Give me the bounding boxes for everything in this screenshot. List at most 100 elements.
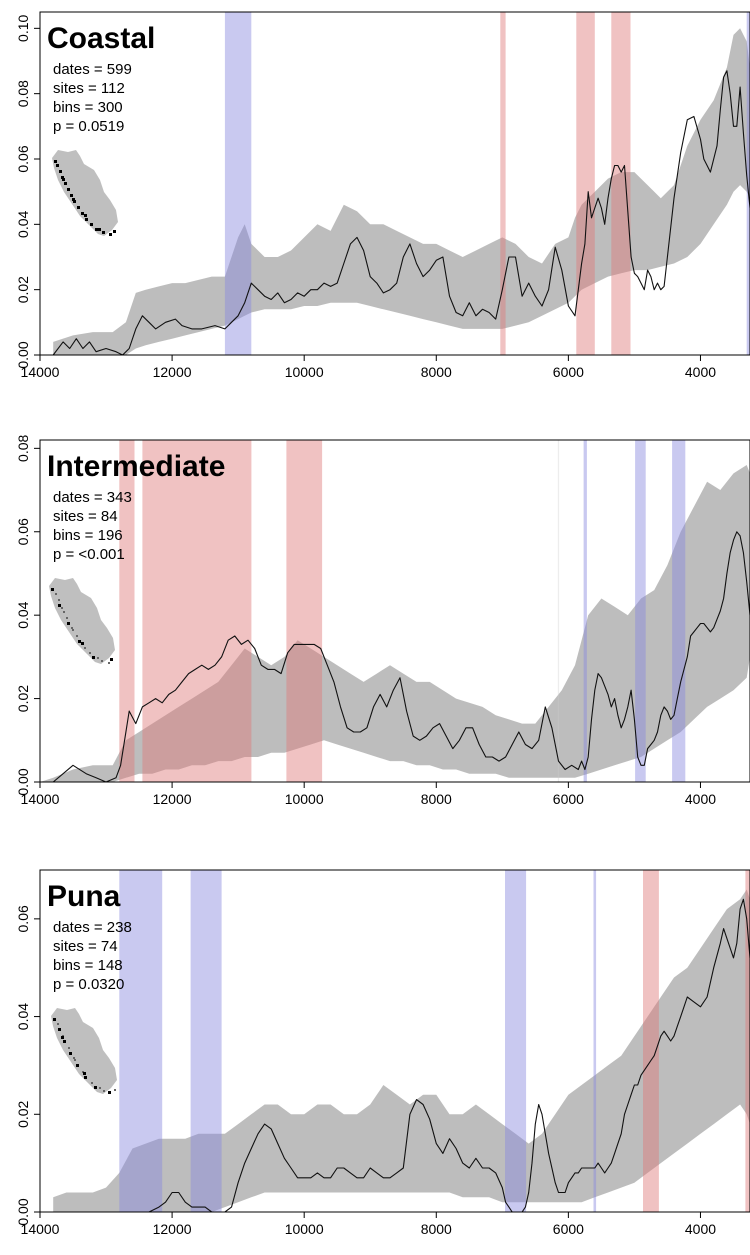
spd-series-line [52,70,750,355]
site-marker [73,200,76,203]
positive-deviation-band [745,870,750,1212]
positive-deviation-band [611,12,631,355]
negative-deviation-band [746,12,750,355]
site-marker [91,1082,93,1084]
stats-annotation: bins = 300 [53,99,123,116]
site-marker [84,214,87,217]
null-model-envelope [53,28,750,355]
site-marker [109,233,112,236]
site-marker [89,652,91,654]
site-marker [94,1086,97,1089]
site-marker [81,212,84,215]
stats-annotation: dates = 343 [53,489,132,506]
x-tick-label: 12000 [153,791,192,807]
site-marker [63,611,65,613]
x-tick-label: 14000 [21,364,60,380]
site-marker [57,1023,59,1025]
site-marker [51,588,54,591]
spd-series-line [40,531,750,782]
site-marker [84,1076,87,1079]
stats-annotation: dates = 599 [53,61,132,78]
site-marker [55,593,57,595]
x-tick-label: 8000 [421,791,452,807]
site-marker [62,178,65,181]
x-tick-label: 8000 [421,1221,452,1237]
positive-deviation-band [142,440,252,782]
site-marker [108,1091,111,1094]
y-axis: 0.00 0.02 0.04 0.06 0.08 0.10 [15,14,40,369]
stats-annotation: sites = 74 [53,938,118,955]
site-marker [64,182,67,185]
peru-outline-shape [51,1008,117,1094]
null-model-envelope [53,889,750,1212]
site-marker [53,1018,56,1021]
site-marker [76,1064,79,1067]
site-marker [72,198,75,201]
site-marker [92,656,95,659]
site-marker [69,1052,72,1055]
peru-outline-shape [49,578,115,664]
positive-deviation-band [500,12,506,355]
x-tick-label: 10000 [285,1221,324,1237]
negative-deviation-band [505,870,527,1212]
site-marker [102,231,105,234]
panel-title-coastal: Coastal [47,22,155,55]
site-marker [101,660,103,662]
y-tick-label: 0.02 [15,685,31,712]
null-model-envelope [40,465,750,782]
site-marker [68,1047,70,1049]
panel-puna: 14000 12000 10000 8000 6000 40000.000.020.040… [15,869,750,1237]
site-marker [113,230,116,233]
x-tick-label: 6000 [553,364,584,380]
site-marker [59,170,62,173]
site-marker [63,1040,66,1043]
stats-annotation: dates = 238 [53,919,132,936]
plot-frame [39,439,750,783]
negative-deviation-band [224,12,252,355]
site-marker [103,1090,105,1092]
site-marker [67,622,70,625]
site-marker [83,1072,86,1075]
y-tick-label: 0.04 [15,601,31,628]
site-marker [61,176,64,179]
site-marker [77,206,80,209]
negative-deviation-band [672,440,686,782]
negative-deviation-band [593,870,597,1212]
positive-deviation-band [119,440,135,782]
positive-deviation-band [643,870,659,1212]
spd-series-line [40,898,750,1212]
x-tick-label: 10000 [285,791,324,807]
plot-frame [39,869,750,1213]
y-tick-label: 0.10 [15,14,31,41]
site-marker [99,1087,101,1089]
site-marker [71,627,73,629]
x-tick-label: 4000 [685,364,716,380]
peru-outline-shape [52,150,118,236]
plot-frame [39,11,750,356]
peru-inset-map [52,150,118,236]
site-marker [72,629,74,631]
x-tick-label: 4000 [685,791,716,807]
site-marker [58,604,61,607]
site-marker [97,657,99,659]
y-tick-label: 0.06 [15,518,31,545]
plot-area [52,12,750,355]
x-axis: 14000 12000 10000 8000 6000 4000 [21,782,716,807]
x-axis: 14000 12000 10000 8000 6000 4000 [21,355,716,380]
x-tick-label: 4000 [685,1221,716,1237]
x-tick-label: 6000 [553,791,584,807]
panel-title-intermediate: Intermediate [47,450,225,483]
y-tick-label: 0.02 [15,1100,31,1127]
site-marker [67,188,70,191]
y-tick-label: 0.06 [15,145,31,172]
site-marker [73,1057,75,1059]
stats-annotation: sites = 84 [53,508,118,525]
site-marker [110,658,113,661]
positive-deviation-band [576,12,595,355]
y-tick-label: 0.00 [15,1198,31,1225]
positive-deviation-band [286,440,323,782]
x-tick-label: 12000 [153,364,192,380]
site-marker [66,617,68,619]
site-marker [56,164,59,167]
site-marker [54,160,57,163]
